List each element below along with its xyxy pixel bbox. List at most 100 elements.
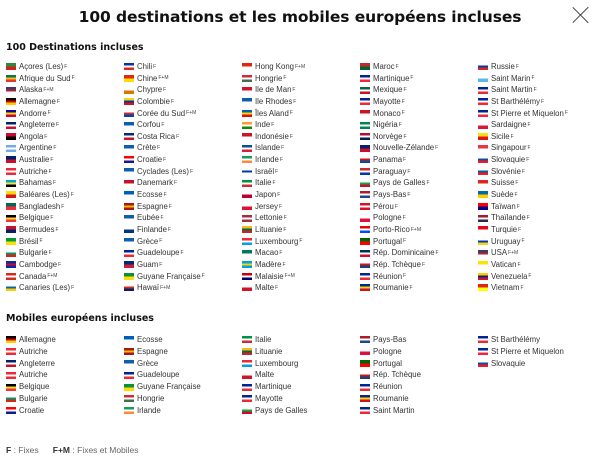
flag-icon (360, 214, 370, 222)
destination-name: Guam (137, 259, 159, 269)
destination-name: Slovénie (491, 166, 521, 176)
flag-icon (478, 226, 488, 234)
destination-name: Luxembourg (255, 236, 299, 246)
destination-name: Japon (255, 190, 277, 200)
flag-icon (242, 214, 252, 222)
destination-name: Slovaquie (491, 358, 526, 368)
flag-icon (124, 144, 134, 152)
flag-icon (242, 109, 252, 117)
destination-item: Brésil F (6, 236, 124, 248)
destination-name: Macao (255, 248, 279, 258)
destination-name: Lituanie (255, 224, 283, 234)
flag-icon (478, 74, 488, 82)
destination-name: Autriche (19, 346, 48, 356)
destination-item: Saint Martin (360, 405, 478, 417)
destination-name: Suède (491, 190, 514, 200)
flag-icon (360, 395, 370, 403)
destination-name: Pays de Galles (373, 178, 426, 188)
flag-icon (6, 191, 16, 199)
destination-item: Bulgarie (6, 393, 124, 405)
flag-icon (478, 109, 488, 117)
destination-item: Malte F (242, 282, 360, 294)
destination-name: Pologne (373, 346, 402, 356)
destination-item: Venezuela F (478, 271, 596, 283)
destination-item: Bangladesh F (6, 201, 124, 213)
destination-item: Îles Aland F (242, 108, 360, 120)
destination-item: Australie F (6, 154, 124, 166)
destination-name: Nouvelle-Zélande (373, 143, 435, 153)
legend-f-label: : Fixes (13, 445, 39, 455)
flag-icon (124, 121, 134, 129)
destination-name: Porto-Rico (373, 224, 410, 234)
destination-name: Maroc (373, 62, 395, 71)
flag-icon (6, 284, 16, 292)
destination-name: Espagne (137, 346, 168, 356)
flag-icon (242, 407, 252, 415)
destination-name: Grèce (137, 358, 159, 368)
destination-item: Colombie F (124, 96, 242, 108)
destination-item: Grèce (124, 358, 242, 370)
destination-name: Chili (137, 62, 153, 71)
destination-name: Colombie (137, 96, 170, 106)
flag-icon (478, 336, 488, 344)
destination-item: Baléares (Les) F (6, 189, 124, 201)
destination-name: Portugal (373, 358, 403, 368)
destination-item: Italie (242, 334, 360, 346)
flag-icon (360, 109, 370, 117)
flag-icon (478, 179, 488, 187)
flag-icon (242, 156, 252, 164)
destination-item: Angleterre F (6, 119, 124, 131)
destination-name: Norvège (373, 131, 403, 141)
destination-item: Chypre F (124, 84, 242, 96)
destination-item: Alaska F+M (6, 84, 124, 96)
destination-item: Ecosse F (124, 189, 242, 201)
destination-item: Italie F (242, 177, 360, 189)
destination-item: Espagne F (124, 201, 242, 213)
flag-icon (242, 121, 252, 129)
destination-item: Réunion F (360, 271, 478, 283)
destination-name: Sicile (491, 131, 510, 141)
flag-icon (124, 156, 134, 164)
flag-icon (242, 203, 252, 210)
flag-icon (478, 168, 488, 176)
destination-item: Irlande F (242, 154, 360, 166)
legend-fm-label: : Fixes et Mobiles (72, 445, 139, 455)
flag-icon (360, 249, 370, 257)
flag-icon (242, 63, 252, 71)
flag-icon (124, 383, 134, 391)
destination-name: Andorre (19, 108, 47, 118)
column: Italie Lituanie Luxembourg Malte Martinique M… (242, 334, 360, 417)
flag-icon (360, 407, 370, 415)
destination-item: Luxembourg F (242, 236, 360, 248)
flag-icon (6, 395, 16, 403)
destination-item: Cyclades (Les) F (124, 166, 242, 178)
flag-icon (6, 249, 16, 257)
destination-item: Hong Kong F+M (242, 61, 360, 73)
flag-icon (6, 168, 16, 176)
destination-item: Crète F (124, 142, 242, 154)
flag-icon (242, 98, 252, 106)
destination-item: St Barthélémy (478, 334, 596, 346)
destination-name: Pays de Galles (255, 405, 308, 415)
destination-item: Allemagne F (6, 96, 124, 108)
destination-name: Roumanie (373, 283, 409, 293)
destination-name: Saint Marin (491, 73, 531, 83)
flag-icon (242, 191, 252, 199)
destination-item: Monaco F (360, 108, 478, 120)
destination-name: Danemark (137, 178, 173, 188)
destination-name: Slovaquie (491, 155, 526, 165)
destination-name: Belgique (19, 382, 50, 392)
destination-item: Pérou F (360, 201, 478, 213)
destination-name: Suisse (491, 178, 515, 188)
destination-name: Grèce (137, 236, 159, 246)
close-icon[interactable] (570, 4, 592, 26)
flag-icon (6, 407, 16, 415)
destination-item: Grèce F (124, 236, 242, 248)
destination-item: Pologne (360, 346, 478, 358)
column: St Barthélémy St Pierre et Miquelon Slovaq… (478, 334, 596, 417)
destination-name: Ecosse (137, 335, 163, 344)
flag-icon (242, 395, 252, 403)
destination-item: Angola F (6, 131, 124, 143)
destination-item: Eubée F (124, 212, 242, 224)
flag-icon (360, 359, 370, 367)
